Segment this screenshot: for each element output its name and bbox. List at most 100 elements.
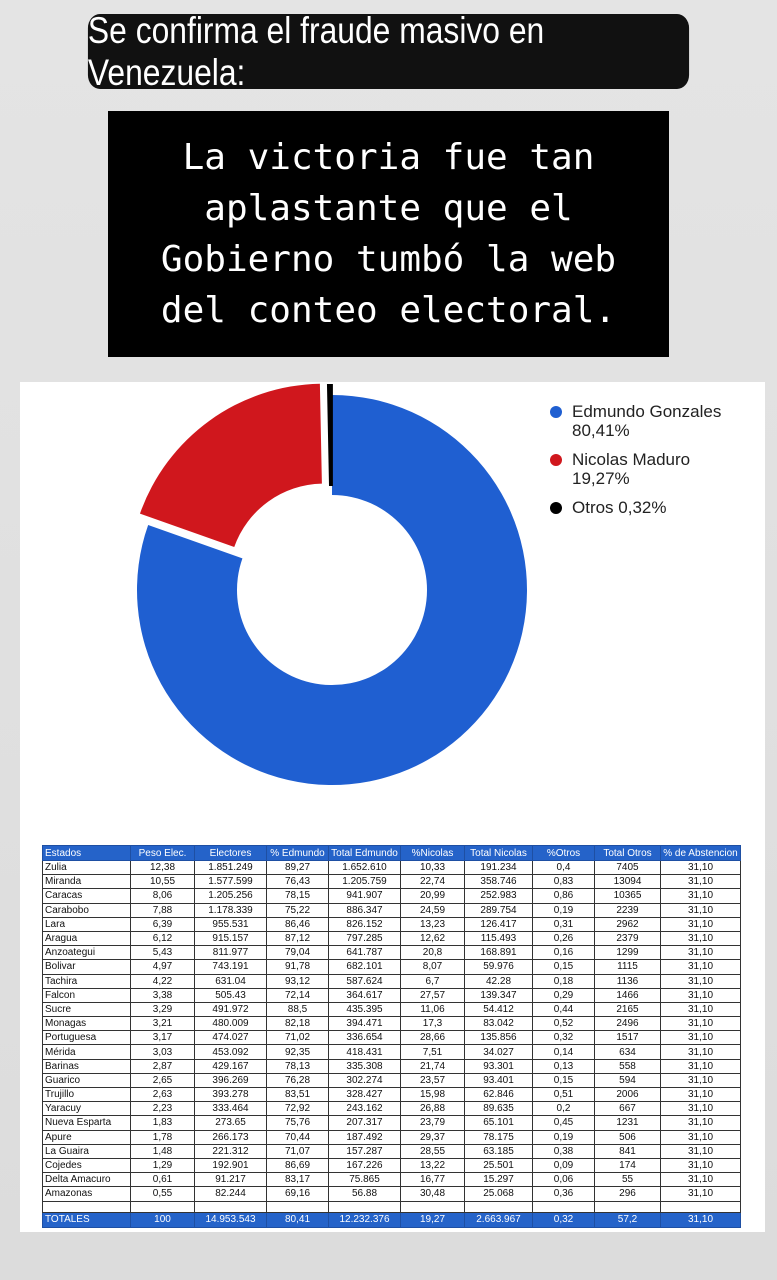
legend-dot-icon bbox=[550, 502, 562, 514]
table-cell: 0,16 bbox=[532, 945, 595, 961]
table-cell: 2.663.967 bbox=[464, 1211, 533, 1228]
table-row: Trujillo 2,63 393.278 83,51 328.427 15,98 62.8… bbox=[42, 1086, 741, 1103]
table-cell: 1.205.256 bbox=[194, 888, 267, 904]
table-cell: 168.891 bbox=[464, 945, 533, 961]
table-cell: 14.953.543 bbox=[194, 1211, 267, 1228]
table-cell: 435.395 bbox=[328, 1001, 401, 1018]
table-cell: 54.412 bbox=[464, 1001, 533, 1018]
table-cell: 2,65 bbox=[130, 1072, 195, 1089]
table-cell: Amazonas bbox=[42, 1186, 131, 1202]
table-cell: 30,48 bbox=[400, 1186, 465, 1202]
table-cell: 75.865 bbox=[328, 1172, 401, 1188]
table-cell: 1,48 bbox=[130, 1143, 195, 1159]
column-header: % Edmundo bbox=[266, 845, 329, 861]
table-row: Sucre 3,29 491.972 88,5 435.395 11,06 54.412 0,… bbox=[42, 1001, 741, 1018]
table-cell: 491.972 bbox=[194, 1001, 267, 1018]
table-cell: 7,51 bbox=[400, 1044, 465, 1060]
table-cell: 72,14 bbox=[266, 987, 329, 1003]
table-cell: Nueva Esparta bbox=[42, 1115, 131, 1131]
table-cell: 3,38 bbox=[130, 987, 195, 1003]
table-cell: 0,06 bbox=[532, 1172, 595, 1188]
table-cell: 2239 bbox=[594, 902, 661, 918]
table-cell: 31,10 bbox=[660, 1001, 741, 1018]
table-row: Apure 1,78 266.173 70,44 187.492 29,37 78.175 0… bbox=[42, 1129, 741, 1145]
table-cell: 1136 bbox=[594, 973, 661, 989]
table-cell: Barinas bbox=[42, 1058, 131, 1074]
table-cell: 8,06 bbox=[130, 888, 195, 904]
table-row: Caracas 8,06 1.205.256 78,15 941.907 20,99 252… bbox=[42, 888, 741, 904]
legend-dot-icon bbox=[550, 406, 562, 418]
table-cell: 0,38 bbox=[532, 1143, 595, 1159]
table-cell: 91,78 bbox=[266, 959, 329, 975]
table-cell: 941.907 bbox=[328, 888, 401, 904]
column-header: %Otros bbox=[532, 845, 595, 861]
table-cell: Cojedes bbox=[42, 1157, 131, 1174]
table-cell: 2962 bbox=[594, 916, 661, 932]
table-cell: Tachira bbox=[42, 973, 131, 989]
table-cell: 2379 bbox=[594, 930, 661, 947]
table-cell: 31,10 bbox=[660, 1044, 741, 1060]
column-header: Peso Elec. bbox=[130, 845, 195, 861]
table-cell: 358.746 bbox=[464, 874, 533, 890]
table-cell bbox=[266, 1200, 329, 1213]
table-cell: 24,59 bbox=[400, 902, 465, 918]
table-row: Falcon 3,38 505.43 72,14 364.617 27,57 139.347… bbox=[42, 987, 741, 1003]
table-cell: 1,29 bbox=[130, 1157, 195, 1174]
table-cell: 31,10 bbox=[660, 1101, 741, 1117]
table-cell: 89,27 bbox=[266, 859, 329, 876]
table-cell: 69,16 bbox=[266, 1186, 329, 1202]
table-cell: 25.501 bbox=[464, 1157, 533, 1174]
table-cell: 1.851.249 bbox=[194, 859, 267, 876]
table-cell: Bolivar bbox=[42, 959, 131, 975]
table-cell: 558 bbox=[594, 1058, 661, 1074]
table-cell: 15.297 bbox=[464, 1172, 533, 1188]
table-cell: 682.101 bbox=[328, 959, 401, 975]
table-cell: 0,45 bbox=[532, 1115, 595, 1131]
table-cell: 0,32 bbox=[532, 1030, 595, 1046]
table-cell: 92,35 bbox=[266, 1044, 329, 1060]
table-cell: 31,10 bbox=[660, 1030, 741, 1046]
table-cell: 1115 bbox=[594, 959, 661, 975]
legend-item: Nicolas Maduro 19,27% bbox=[550, 450, 732, 488]
table-cell: 1231 bbox=[594, 1115, 661, 1131]
legend-label: Nicolas Maduro 19,27% bbox=[572, 450, 691, 488]
table-cell: 89.635 bbox=[464, 1101, 533, 1117]
table-cell: Caracas bbox=[42, 888, 131, 904]
table-cell: 13094 bbox=[594, 874, 661, 890]
table-cell: Zulia bbox=[42, 859, 131, 876]
table-cell: 11,06 bbox=[400, 1001, 465, 1018]
table-cell: 1517 bbox=[594, 1030, 661, 1046]
table-cell: 31,10 bbox=[660, 1172, 741, 1188]
table-cell: 15,98 bbox=[400, 1086, 465, 1103]
table-cell: 31,10 bbox=[660, 987, 741, 1003]
table-cell: 418.431 bbox=[328, 1044, 401, 1060]
table-cell: 31,10 bbox=[660, 930, 741, 947]
table-cell: 2496 bbox=[594, 1016, 661, 1032]
table-cell: 23,57 bbox=[400, 1072, 465, 1089]
table-cell: 31,10 bbox=[660, 859, 741, 876]
table-cell: 0,36 bbox=[532, 1186, 595, 1202]
table-cell: 5,43 bbox=[130, 945, 195, 961]
column-header: Electores bbox=[194, 845, 267, 861]
table-cell: 62.846 bbox=[464, 1086, 533, 1103]
table-cell: 0,44 bbox=[532, 1001, 595, 1018]
table-cell: 76,28 bbox=[266, 1072, 329, 1089]
table-cell: 27,57 bbox=[400, 987, 465, 1003]
table-cell: 20,99 bbox=[400, 888, 465, 904]
table-cell: 1.205.759 bbox=[328, 874, 401, 890]
table-cell: 34.027 bbox=[464, 1044, 533, 1060]
table-cell: 587.624 bbox=[328, 973, 401, 989]
table-row: Nueva Esparta 1,83 273.65 75,76 207.317 23,79… bbox=[42, 1115, 741, 1131]
table-cell: 6,12 bbox=[130, 930, 195, 947]
table-cell: 296 bbox=[594, 1186, 661, 1202]
table-cell: 429.167 bbox=[194, 1058, 267, 1074]
table-cell: 31,10 bbox=[660, 1157, 741, 1174]
table-cell: Mérida bbox=[42, 1044, 131, 1060]
table-cell bbox=[464, 1200, 533, 1213]
headline-banner: Se confirma el fraude masivo en Venezuel… bbox=[87, 10, 690, 93]
table-cell: 364.617 bbox=[328, 987, 401, 1003]
table-cell: 82,18 bbox=[266, 1016, 329, 1032]
table-cell: 63.185 bbox=[464, 1143, 533, 1159]
legend-item: Edmundo Gonzales 80,41% bbox=[550, 402, 732, 440]
table-row: Anzoategui 5,43 811.977 79,04 641.787 20,8 168… bbox=[42, 945, 741, 961]
